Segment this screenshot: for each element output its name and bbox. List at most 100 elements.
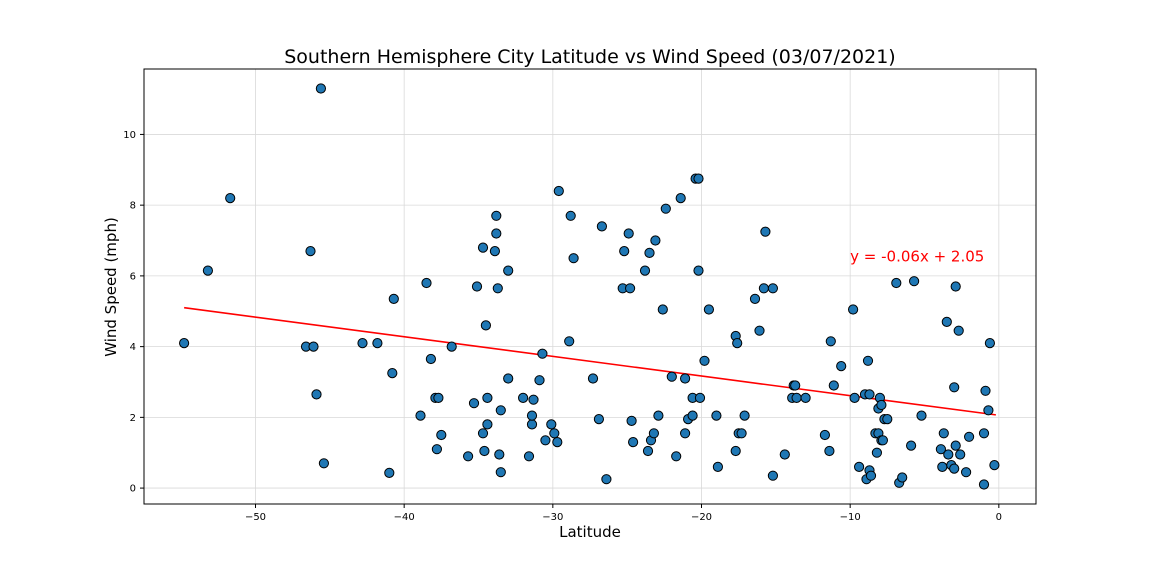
plot-frame [143, 68, 1037, 505]
data-point [623, 228, 634, 239]
data-point [553, 185, 564, 197]
data-point [495, 405, 506, 416]
data-point [480, 320, 491, 331]
data-point [828, 380, 839, 391]
data-point [791, 392, 802, 403]
data-point [767, 470, 779, 481]
data-point [819, 429, 831, 441]
regression-line [184, 306, 996, 416]
data-point [824, 445, 835, 457]
x-tick-label: −30 [542, 512, 563, 523]
data-point [916, 410, 927, 421]
data-point [749, 293, 761, 304]
y-axis-label: Wind Speed (mph) [102, 217, 120, 357]
data-point [305, 246, 316, 257]
data-point [694, 392, 706, 403]
data-point [897, 472, 908, 483]
y-axis-ticks: 0 2 4 6 8 10 [123, 130, 144, 495]
data-point [711, 410, 722, 421]
y-tick-label: 4 [130, 342, 136, 353]
data-point [909, 276, 920, 287]
data-point [565, 210, 576, 221]
data-point [660, 203, 671, 214]
data-point [421, 277, 432, 289]
data-point [848, 304, 859, 315]
data-point [491, 228, 502, 239]
data-point [492, 283, 503, 294]
data-point [754, 325, 765, 336]
data-points [179, 83, 1000, 490]
data-point [836, 361, 847, 372]
grid-lines [144, 69, 1036, 504]
chart-title: Southern Hemisphere City Latitude vs Win… [284, 46, 895, 68]
x-tick-label: 0 [996, 512, 1002, 523]
data-point [489, 246, 500, 257]
data-point [179, 338, 190, 349]
y-tick-label: 6 [130, 271, 136, 282]
x-tick-label: −10 [840, 512, 861, 523]
data-point [862, 355, 874, 366]
data-point [639, 265, 651, 276]
y-tick-label: 2 [130, 413, 136, 424]
data-point [984, 338, 996, 349]
data-point [864, 389, 875, 400]
data-point [537, 348, 548, 359]
data-point [877, 435, 889, 446]
data-point [503, 265, 514, 276]
data-point [680, 373, 691, 384]
data-point [477, 242, 489, 253]
data-point [446, 341, 457, 352]
y-tick-label: 8 [130, 201, 136, 212]
data-point [961, 467, 972, 478]
data-point [978, 428, 990, 439]
data-point [503, 373, 514, 384]
data-point [494, 449, 505, 460]
data-point [950, 281, 961, 292]
data-point [650, 235, 661, 246]
data-point [739, 410, 750, 421]
data-point [523, 451, 535, 462]
x-tick-label: −20 [691, 512, 712, 523]
data-point [619, 246, 630, 257]
data-point [980, 385, 991, 396]
data-point [790, 380, 801, 391]
data-point [953, 325, 964, 336]
x-axis-ticks: −50 −40 −30 −20 −10 0 [245, 504, 1002, 523]
data-point [433, 392, 444, 403]
data-point [568, 253, 579, 264]
data-point [758, 283, 770, 294]
data-point [482, 419, 493, 430]
data-point [871, 447, 883, 458]
data-point [534, 375, 545, 386]
data-point [943, 449, 954, 460]
data-point [865, 470, 877, 481]
data-point [736, 428, 747, 439]
data-point [653, 410, 664, 421]
data-point [699, 355, 710, 366]
data-point [642, 445, 654, 457]
data-point [431, 444, 442, 455]
regression-equation: y = -0.06x + 2.05 [850, 248, 984, 266]
data-point [495, 467, 506, 478]
data-point [712, 461, 724, 472]
data-point [491, 210, 502, 221]
data-point [593, 414, 605, 425]
data-point [964, 431, 975, 442]
data-point [626, 415, 637, 426]
data-point [202, 265, 213, 276]
data-point [225, 193, 236, 204]
data-point [463, 451, 474, 462]
data-point [546, 419, 557, 430]
data-point [552, 437, 563, 448]
data-point [949, 463, 960, 474]
data-point [477, 428, 489, 439]
data-point [950, 440, 961, 451]
data-point [587, 373, 599, 384]
data-point [891, 277, 902, 289]
data-point [482, 392, 493, 403]
x-tick-label: −40 [394, 512, 415, 523]
data-point [387, 368, 398, 379]
data-point [666, 371, 677, 382]
